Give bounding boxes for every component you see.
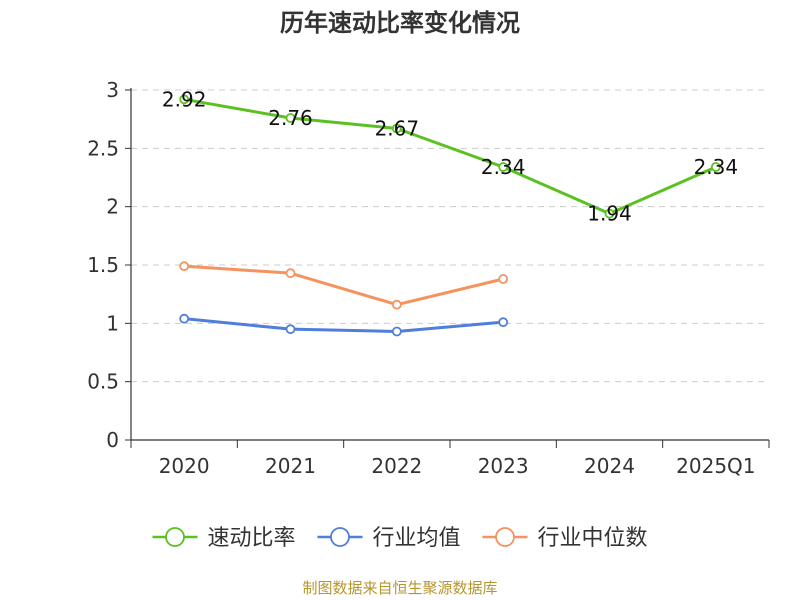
data-label: 2.67: [375, 117, 420, 141]
data-label: 2.34: [694, 155, 739, 179]
data-point: [604, 208, 615, 219]
data-label: 2.34: [481, 155, 526, 179]
chart-title: 历年速动比率变化情况: [280, 9, 520, 37]
y-tick-label: 2: [106, 195, 119, 219]
x-tick-label: 2025Q1: [676, 454, 755, 478]
legend-swatch-marker: [330, 527, 350, 547]
data-point: [710, 162, 721, 172]
data-point: [391, 299, 402, 310]
y-tick-label: 1.5: [87, 253, 119, 277]
data-point: [285, 268, 296, 279]
data-point: [179, 261, 190, 272]
series-line-1: [183, 97, 717, 216]
legend-label: 行业中位数: [538, 526, 648, 551]
y-tick-label: 3: [106, 78, 119, 102]
data-point: [285, 324, 296, 335]
y-tick-label: 0: [106, 428, 119, 452]
source-note: 制图数据来自恒生聚源数据库: [302, 579, 498, 597]
data-point: [498, 317, 509, 328]
data-point: [498, 162, 509, 172]
y-tick-label: 2.5: [87, 136, 119, 160]
x-tick-label: 2023: [478, 454, 529, 478]
data-point: [179, 94, 190, 105]
data-point: [179, 313, 190, 324]
data-point: [391, 123, 402, 134]
legend-swatch-marker: [495, 527, 515, 547]
data-label: 1.94: [587, 202, 632, 226]
legend-swatch-marker: [165, 527, 185, 547]
x-tick-label: 2021: [265, 454, 316, 478]
x-tick-label: 2020: [159, 454, 210, 478]
x-tick-label: 2024: [584, 454, 635, 478]
y-tick-label: 1: [106, 311, 119, 335]
data-point: [391, 326, 402, 337]
series-line-2: [184, 317, 504, 333]
y-tick-label: 0.5: [87, 370, 119, 394]
data-label: 2.76: [268, 106, 313, 130]
x-tick-label: 2022: [371, 454, 422, 478]
series-line-3: [184, 264, 504, 307]
data-point: [498, 274, 509, 284]
legend-label: 行业均值: [373, 526, 461, 551]
data-point: [285, 113, 296, 123]
data-label: 2.92: [162, 87, 207, 111]
legend-label: 速动比率: [208, 526, 296, 551]
